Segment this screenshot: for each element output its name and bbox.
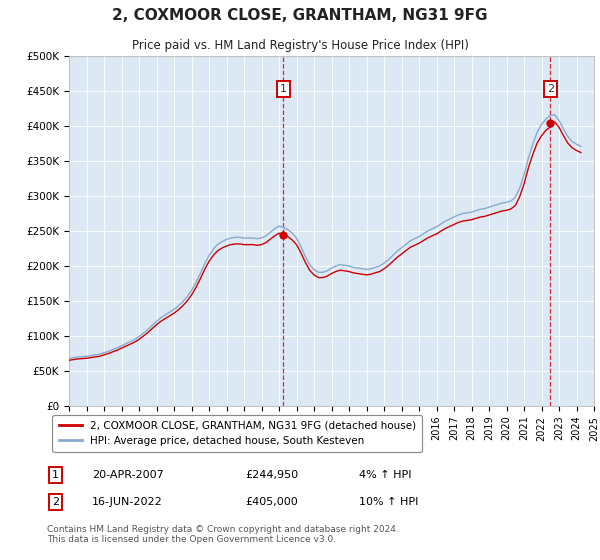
Legend: 2, COXMOOR CLOSE, GRANTHAM, NG31 9FG (detached house), HPI: Average price, detac: 2, COXMOOR CLOSE, GRANTHAM, NG31 9FG (de…	[52, 414, 422, 452]
Text: 20-APR-2007: 20-APR-2007	[92, 470, 164, 480]
Text: Contains HM Land Registry data © Crown copyright and database right 2024.
This d: Contains HM Land Registry data © Crown c…	[47, 525, 399, 544]
Text: £405,000: £405,000	[245, 497, 298, 507]
Text: £244,950: £244,950	[245, 470, 298, 480]
Text: 1: 1	[280, 84, 287, 94]
Text: 16-JUN-2022: 16-JUN-2022	[92, 497, 163, 507]
Text: 1: 1	[52, 470, 59, 480]
Text: Price paid vs. HM Land Registry's House Price Index (HPI): Price paid vs. HM Land Registry's House …	[131, 39, 469, 52]
Text: 4% ↑ HPI: 4% ↑ HPI	[359, 470, 412, 480]
Text: 2: 2	[547, 84, 554, 94]
Text: 10% ↑ HPI: 10% ↑ HPI	[359, 497, 418, 507]
Text: 2: 2	[52, 497, 59, 507]
Text: 2, COXMOOR CLOSE, GRANTHAM, NG31 9FG: 2, COXMOOR CLOSE, GRANTHAM, NG31 9FG	[112, 8, 488, 24]
